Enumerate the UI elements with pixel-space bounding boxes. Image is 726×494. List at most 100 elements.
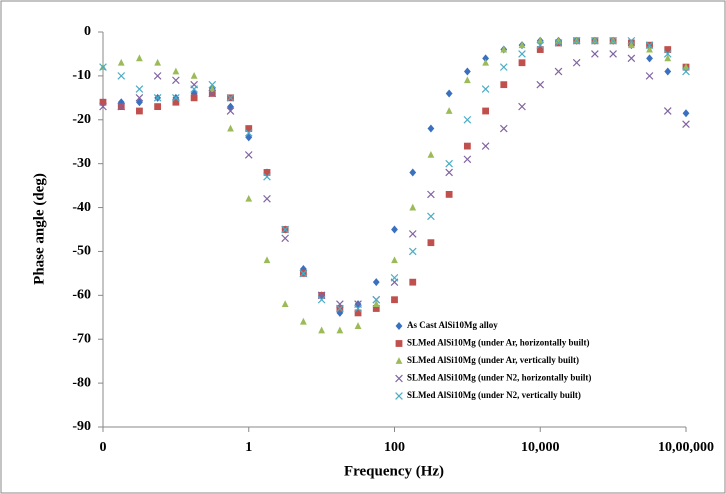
marker xyxy=(445,89,453,98)
marker xyxy=(318,326,326,334)
marker xyxy=(317,295,326,304)
marker xyxy=(299,269,308,278)
marker xyxy=(153,72,162,80)
marker xyxy=(408,230,417,238)
marker xyxy=(227,124,234,132)
legend-marker xyxy=(395,392,403,400)
marker xyxy=(500,45,508,53)
marker xyxy=(244,129,253,137)
marker xyxy=(245,194,253,202)
legend-label: SLMed AlSi10Mg (under Ar, horizontally b… xyxy=(407,338,590,348)
marker xyxy=(372,305,380,312)
y-tick-label: -30 xyxy=(72,156,91,171)
marker xyxy=(172,98,180,106)
marker xyxy=(372,278,380,287)
marker xyxy=(663,107,672,115)
marker xyxy=(664,67,672,76)
marker xyxy=(99,63,107,71)
marker xyxy=(591,36,599,45)
marker xyxy=(136,54,143,62)
marker xyxy=(482,107,490,115)
marker xyxy=(518,59,526,67)
marker xyxy=(463,67,471,76)
marker xyxy=(427,190,435,199)
series xyxy=(99,36,690,313)
marker xyxy=(154,103,162,111)
marker xyxy=(536,46,544,53)
marker xyxy=(554,67,563,76)
marker xyxy=(354,322,362,329)
marker xyxy=(499,124,508,133)
marker xyxy=(445,168,453,177)
legend-marker xyxy=(395,340,403,347)
y-tick-label: -40 xyxy=(72,200,91,215)
marker xyxy=(172,67,180,75)
marker xyxy=(445,190,453,198)
marker xyxy=(208,80,217,89)
marker xyxy=(682,109,690,118)
marker xyxy=(154,58,162,66)
marker xyxy=(682,63,690,71)
marker xyxy=(536,36,544,44)
y-tick-label: -10 xyxy=(72,68,91,83)
marker xyxy=(336,304,344,313)
marker xyxy=(463,155,472,164)
marker xyxy=(190,71,198,79)
marker xyxy=(99,102,107,111)
marker xyxy=(463,76,471,84)
marker xyxy=(682,67,690,76)
marker xyxy=(190,94,198,102)
marker xyxy=(245,125,253,132)
x-tick-label: 1 xyxy=(245,440,252,455)
y-tick-label: -70 xyxy=(72,331,91,346)
marker xyxy=(263,169,271,176)
marker xyxy=(482,58,490,66)
y-axis-title: Phase angle (deg) xyxy=(31,173,47,285)
marker xyxy=(518,50,526,58)
marker xyxy=(645,72,654,80)
marker xyxy=(391,225,398,234)
marker xyxy=(354,309,362,317)
marker xyxy=(244,151,253,159)
legend-marker xyxy=(395,357,403,364)
y-tick-label: -90 xyxy=(72,419,91,434)
marker xyxy=(572,58,581,67)
marker xyxy=(281,300,289,308)
marker xyxy=(627,41,635,49)
y-tick-label: -80 xyxy=(72,375,91,390)
marker xyxy=(117,72,126,80)
marker xyxy=(135,85,144,93)
marker xyxy=(117,102,126,111)
legend-label: SLMed AlSi10Mg (under Ar, vertically bui… xyxy=(407,355,579,365)
marker xyxy=(135,94,144,102)
legend-label: SLMed AlSi10Mg (under N2, horizontally b… xyxy=(407,373,591,383)
marker xyxy=(117,58,125,66)
y-tick-label: -50 xyxy=(72,244,91,259)
marker xyxy=(627,54,636,63)
marker xyxy=(409,168,417,177)
marker xyxy=(663,50,672,58)
marker xyxy=(263,194,271,203)
marker xyxy=(500,81,508,89)
marker xyxy=(299,317,307,325)
marker xyxy=(336,326,344,334)
marker xyxy=(427,150,435,158)
marker xyxy=(591,50,599,58)
x-tick-label: 100 xyxy=(384,440,405,455)
marker xyxy=(226,94,235,102)
marker xyxy=(172,94,180,102)
marker xyxy=(463,115,472,124)
marker xyxy=(408,247,417,256)
marker xyxy=(409,278,417,286)
marker xyxy=(372,295,381,304)
marker xyxy=(263,256,271,264)
marker xyxy=(482,54,490,63)
marker xyxy=(391,296,398,304)
marker xyxy=(445,159,453,168)
marker xyxy=(226,107,235,115)
marker xyxy=(445,107,453,114)
marker xyxy=(391,256,398,264)
marker xyxy=(645,41,654,49)
marker xyxy=(281,234,289,243)
